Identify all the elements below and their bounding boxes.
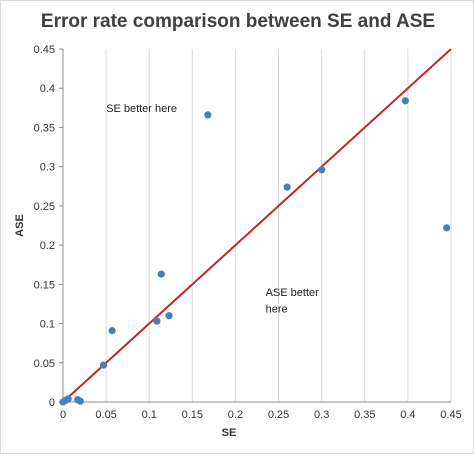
reference-line — [62, 48, 452, 403]
annotation-label: ASE better — [266, 287, 320, 299]
x-tick-label: 0.45 — [440, 409, 461, 421]
x-tick-label: 0.2 — [228, 409, 243, 421]
y-tick-label: 0.4 — [40, 83, 55, 95]
y-tick-label: 0.05 — [34, 358, 55, 370]
data-point — [157, 270, 165, 278]
y-axis-title: ASE — [14, 214, 26, 237]
data-point — [165, 312, 173, 320]
x-tick-label: 0.15 — [182, 409, 203, 421]
x-tick-label: 0.25 — [268, 409, 289, 421]
y-tick-label: 0.15 — [34, 279, 55, 291]
x-axis-title: SE — [222, 427, 237, 439]
data-point — [204, 111, 212, 119]
data-point — [443, 224, 451, 232]
chart-title: Error rate comparison between SE and ASE — [40, 11, 436, 32]
x-tick-label: 0 — [60, 409, 66, 421]
x-tick-label: 0.35 — [354, 409, 375, 421]
data-point — [76, 397, 84, 405]
labels: SE ASE 0 0.05 0.1 0.15 0.2 0.25 0.3 0.35 0.4 0.45… — [14, 44, 462, 439]
x-tick-label: 0.3 — [314, 409, 329, 421]
data-points — [59, 97, 451, 406]
data-point — [318, 166, 326, 174]
x-tick-label: 0.05 — [95, 409, 116, 421]
annotation-label: SE better here — [106, 103, 177, 115]
data-point — [153, 317, 161, 325]
data-point — [283, 183, 291, 191]
x-tick-label: 0.1 — [142, 409, 157, 421]
reference-line-group — [62, 48, 452, 403]
y-tick-label: 0.25 — [34, 201, 55, 213]
data-point — [99, 361, 108, 369]
annotation-label: here — [266, 304, 288, 316]
y-tick-label: 0.2 — [40, 240, 55, 252]
x-tick-label: 0.4 — [400, 409, 415, 421]
y-tick-label: 0.35 — [34, 122, 55, 134]
data-point — [64, 395, 72, 403]
data-point — [401, 97, 409, 105]
data-point — [108, 327, 116, 335]
y-tick-label: 0 — [49, 397, 55, 409]
y-tick-label: 0.45 — [34, 44, 55, 56]
y-tick-label: 0.1 — [40, 319, 55, 331]
y-tick-label: 0.3 — [40, 162, 55, 174]
